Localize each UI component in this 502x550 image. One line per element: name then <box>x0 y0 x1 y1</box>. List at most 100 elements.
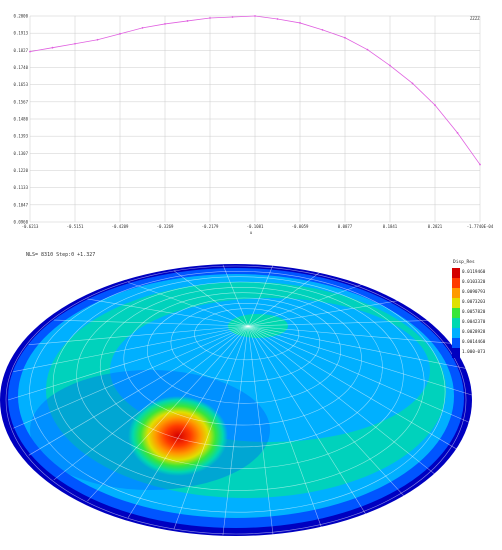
mesh-radial <box>127 281 249 327</box>
disc-center-cyan <box>228 314 288 338</box>
series <box>29 15 481 166</box>
mesh-radial <box>247 319 443 327</box>
y-tick-label: 0.1740 <box>14 65 29 70</box>
data-point <box>96 38 99 41</box>
y-tick-label: 0.1393 <box>14 134 29 139</box>
mesh-radial <box>247 325 409 502</box>
mesh-radial <box>247 325 323 530</box>
x-tick-label: 0.0877 <box>338 224 353 229</box>
data-point <box>74 42 76 45</box>
data-point <box>366 48 369 51</box>
mesh-radial <box>28 325 249 345</box>
y-axis-ticks: 0.2000 0.1913 0.1827 0.1740 0.1653 0.1567 0.14… <box>14 14 29 225</box>
legend-label: 0.0057820 <box>462 310 486 315</box>
y-tick-label: 0.0960 <box>14 220 29 225</box>
data-point <box>344 36 346 39</box>
mesh-radial <box>222 264 249 327</box>
data-point <box>186 20 189 22</box>
data-point <box>389 64 391 67</box>
legend-swatch <box>452 328 460 338</box>
legend-swatch <box>452 338 460 348</box>
x-tick-label: -0.1081 <box>247 224 264 229</box>
mesh-radial <box>53 325 249 481</box>
legend-swatch <box>452 298 460 308</box>
data-point <box>254 15 256 17</box>
legend-label: 0.0028928 <box>462 330 486 335</box>
data-point <box>119 32 121 35</box>
mesh-radial <box>13 325 249 373</box>
mesh-radial <box>247 264 274 327</box>
mesh-radial <box>87 298 249 327</box>
mesh-radial <box>247 325 483 373</box>
x-tick-label: 0.1841 <box>383 224 398 229</box>
mesh-ring <box>29 271 446 513</box>
mesh-ring <box>52 276 425 491</box>
mesh-radial <box>247 325 468 345</box>
x-axis-label: u <box>250 230 253 235</box>
y-tick-label: 0.1307 <box>14 151 29 156</box>
data-point <box>51 46 54 49</box>
x-tick-label: -0.6213 <box>22 224 39 229</box>
data-point <box>209 17 211 19</box>
legend-label: 0.0073203 <box>462 300 486 305</box>
legend-label: 0.0014460 <box>462 340 486 345</box>
data-point <box>29 50 31 53</box>
legend-swatch <box>452 348 460 358</box>
contour-plot-panel: NLS= 8310 Step:0 +1.327 Disp_Res 0.01194… <box>0 240 502 550</box>
mesh-radial <box>13 325 249 429</box>
data-point <box>434 104 436 107</box>
mesh-ring <box>123 292 362 426</box>
mesh-radial <box>247 325 483 429</box>
mesh-radial <box>247 325 369 518</box>
mesh-ring <box>99 287 383 448</box>
legend-label: 0.0119460 <box>462 270 486 275</box>
legend-swatch <box>452 278 460 288</box>
legend-label: 1.000-073 <box>462 350 486 355</box>
mesh-radial <box>247 270 323 327</box>
mesh-radial <box>7 325 249 401</box>
mesh-ring <box>147 297 341 404</box>
data-point <box>321 28 324 31</box>
x-axis-ticks: -0.6213 -0.5151 -0.4209 -0.3269 -0.2179 -0.10… <box>22 224 494 229</box>
y-tick-label: 0.1133 <box>14 185 29 190</box>
x-tick-label: 0.2821 <box>428 224 443 229</box>
y-tick-label: 0.1480 <box>14 117 29 122</box>
step-caption: NLS= 8310 Step:0 +1.327 <box>26 252 96 258</box>
mesh-radial <box>87 325 249 502</box>
mesh-lines <box>5 264 489 536</box>
data-point <box>141 26 144 29</box>
chart-legend-label: ZZZZ <box>470 16 480 21</box>
line-chart: 0.2000 0.1913 0.1827 0.1740 0.1653 0.1567 0.14… <box>14 14 494 236</box>
y-tick-label: 0.1567 <box>14 99 29 104</box>
data-point <box>276 18 279 20</box>
hot-spot <box>128 396 228 476</box>
legend-label: 0.0042370 <box>462 320 486 325</box>
x-tick-label: -0.2179 <box>202 224 219 229</box>
data-point <box>411 82 414 85</box>
mesh-radial <box>247 298 409 327</box>
mesh-ring <box>5 265 467 535</box>
xy-plot-panel: 0.2000 0.1913 0.1827 0.1740 0.1653 0.1567 0.14… <box>0 0 502 240</box>
grid <box>29 15 481 223</box>
legend-swatch <box>452 288 460 298</box>
mesh-radial <box>53 319 249 327</box>
mesh-ring <box>76 281 404 469</box>
x-tick-label: -0.0059 <box>292 224 309 229</box>
data-point <box>456 131 459 134</box>
y-tick-label: 0.1827 <box>14 48 29 53</box>
data-point <box>231 16 234 18</box>
mesh-radial <box>247 325 489 401</box>
mesh-radial <box>247 325 468 456</box>
legend-swatch <box>452 318 460 328</box>
x-tick-label: -1.7740E-04 <box>467 224 494 229</box>
x-tick-label: -0.5151 <box>67 224 84 229</box>
contour-disc <box>0 264 489 536</box>
mesh-radial <box>173 270 249 327</box>
x-tick-label: -0.4209 <box>112 224 129 229</box>
mesh-radial <box>222 325 249 536</box>
data-point <box>479 163 481 166</box>
legend-title: Disp_Res <box>453 260 475 265</box>
y-tick-label: 0.2000 <box>14 14 29 19</box>
mesh-ring <box>170 303 321 382</box>
x-tick-label: -0.3269 <box>157 224 174 229</box>
